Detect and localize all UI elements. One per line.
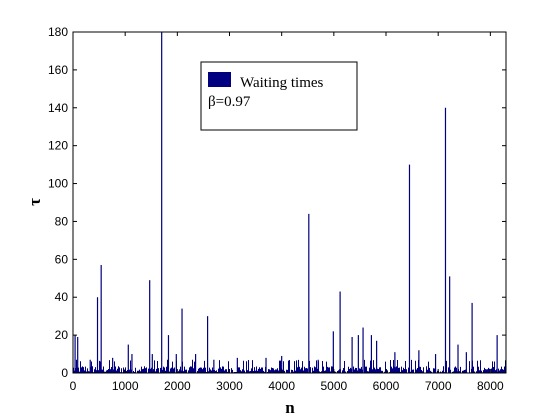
y-tick-label-0: 0 [61, 366, 68, 380]
y-tick-label-6: 120 [48, 139, 68, 153]
y-axis: 0 20 40 60 80 100 120 140 160 180 [48, 25, 506, 380]
legend-swatch [208, 72, 231, 87]
bars-layer [73, 32, 506, 373]
y-tick-label-4: 80 [55, 214, 69, 228]
x-tick-label-8: 8000 [477, 379, 504, 393]
x-tick-label-1: 1000 [112, 379, 139, 393]
y-tick-label-8: 160 [48, 63, 68, 77]
x-tick-label-7: 7000 [425, 379, 452, 393]
x-tick-label-6: 6000 [373, 379, 400, 393]
y-tick-label-3: 60 [55, 252, 69, 266]
x-tick-label-4: 4000 [268, 379, 295, 393]
legend-beta: β=0.97 [208, 94, 251, 110]
y-tick-label-2: 40 [55, 290, 69, 304]
x-tick-label-3: 3000 [216, 379, 243, 393]
x-axis-label: n [285, 398, 295, 417]
x-tick-label-0: 0 [70, 379, 77, 393]
y-tick-label-9: 180 [48, 25, 68, 39]
plot-frame [72, 31, 507, 374]
y-tick-label-1: 20 [55, 328, 69, 342]
y-tick-label-7: 140 [48, 101, 68, 115]
y-axis-label: τ [25, 198, 44, 206]
x-tick-label-2: 2000 [164, 379, 191, 393]
y-tick-label-5: 100 [48, 177, 68, 191]
x-tick-label-5: 5000 [320, 379, 347, 393]
legend: Waiting times β=0.97 [200, 61, 358, 131]
legend-label: Waiting times [240, 75, 324, 91]
x-axis: 0 1000 2000 3000 4000 5000 6000 7000 8000 [70, 32, 504, 393]
